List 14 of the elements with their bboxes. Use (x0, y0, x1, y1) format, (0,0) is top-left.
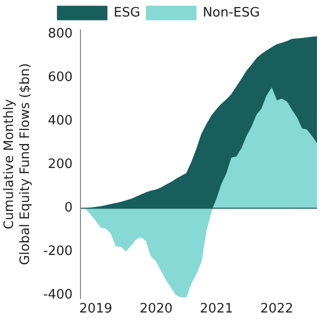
y-tick-label: 600 (48, 70, 73, 86)
y-tick-label: 800 (48, 26, 73, 42)
y-tick-label: -400 (43, 288, 73, 303)
y-tick-label: -200 (43, 244, 73, 260)
y-tick-label: 200 (48, 157, 73, 172)
x-tick-label: 2019 (79, 302, 112, 317)
y-tick-label: 0 (64, 200, 73, 216)
legend-label: ESG (114, 5, 140, 20)
legend-label: Non-ESG (202, 5, 260, 20)
x-tick-label: 2020 (140, 302, 173, 317)
x-tick-label: 2022 (260, 302, 294, 317)
y-tick-label: 400 (48, 114, 73, 129)
y-axis-title: Cumulative Monthly Global Equity Fund Flows ($bn) (2, 63, 33, 266)
x-tick-label: 2021 (200, 302, 233, 317)
